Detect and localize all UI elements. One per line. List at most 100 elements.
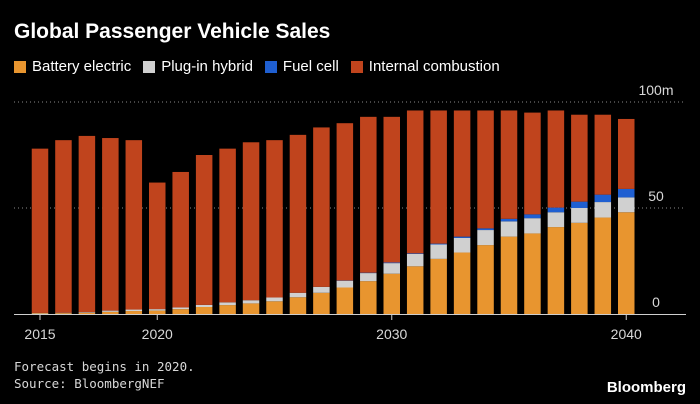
legend: Battery electric Plug-in hybrid Fuel cel… — [14, 58, 512, 75]
bar-2020-plug-in-hybrid — [149, 309, 166, 311]
bar-2030-fuel-cell — [383, 262, 400, 264]
bar-2035-battery-electric — [500, 236, 518, 314]
bar-2021-internal-combustion — [172, 171, 189, 308]
bar-2030-battery-electric — [383, 273, 400, 314]
x-tick-label-2020: 2020 — [142, 326, 173, 342]
bar-2027-battery-electric — [313, 292, 330, 314]
legend-label-plug-in-hybrid: Plug-in hybrid — [161, 58, 253, 75]
bar-2029-internal-combustion — [360, 116, 377, 273]
bar-2015-battery-electric — [31, 313, 49, 314]
source-note: Source: BloombergNEF — [14, 376, 165, 391]
bar-2027-plug-in-hybrid — [313, 286, 330, 293]
legend-swatch-plug-in-hybrid — [143, 60, 156, 73]
legend-swatch-internal-combustion — [350, 60, 363, 73]
bar-2040-fuel-cell — [618, 188, 635, 198]
bar-2031-battery-electric — [406, 266, 424, 314]
bar-2038-internal-combustion — [571, 114, 588, 202]
forecast-note: Forecast begins in 2020. — [14, 359, 195, 374]
bar-2037-fuel-cell — [547, 207, 565, 213]
bar-2017-internal-combustion — [78, 135, 96, 313]
bar-2022-plug-in-hybrid — [195, 304, 213, 308]
bar-2039-plug-in-hybrid — [594, 202, 612, 218]
bar-2024-plug-in-hybrid — [242, 300, 260, 304]
bar-2036-battery-electric — [524, 233, 541, 314]
chart-title: Global Passenger Vehicle Sales — [14, 20, 331, 43]
bar-2019-plug-in-hybrid — [125, 309, 143, 312]
bar-2015-internal-combustion — [31, 148, 49, 313]
bar-2039-fuel-cell — [594, 194, 612, 203]
bar-2036-internal-combustion — [524, 112, 541, 215]
bar-2032-fuel-cell — [430, 243, 447, 245]
bar-2037-internal-combustion — [547, 110, 565, 208]
legend-item-internal-combustion: Internal combustion — [350, 58, 500, 75]
bar-2021-plug-in-hybrid — [172, 307, 189, 310]
bloomberg-logo: Bloomberg — [606, 379, 686, 396]
bar-2034-internal-combustion — [477, 110, 494, 229]
bar-2035-fuel-cell — [500, 218, 518, 222]
bar-2035-plug-in-hybrid — [500, 221, 518, 237]
bar-2034-battery-electric — [477, 245, 494, 314]
legend-label-battery-electric: Battery electric — [32, 58, 132, 75]
bar-2040-internal-combustion — [618, 118, 635, 189]
bar-2037-battery-electric — [547, 227, 565, 314]
bar-2033-plug-in-hybrid — [453, 237, 471, 253]
bar-2027-internal-combustion — [313, 127, 330, 287]
bar-2018-battery-electric — [102, 311, 119, 314]
bar-2020-internal-combustion — [149, 182, 166, 310]
legend-item-plug-in-hybrid: Plug-in hybrid — [143, 58, 253, 75]
bar-2029-plug-in-hybrid — [360, 273, 377, 282]
bar-2018-plug-in-hybrid — [102, 310, 119, 312]
bar-2023-battery-electric — [219, 305, 236, 314]
bar-2024-battery-electric — [242, 303, 260, 314]
bar-2030-plug-in-hybrid — [383, 263, 400, 274]
bar-2037-plug-in-hybrid — [547, 212, 565, 228]
bar-2031-internal-combustion — [406, 110, 424, 254]
bar-2038-plug-in-hybrid — [571, 208, 588, 223]
bar-2035-internal-combustion — [500, 110, 518, 219]
bar-2026-plug-in-hybrid — [289, 292, 307, 298]
bar-2039-battery-electric — [594, 217, 612, 314]
bar-2025-battery-electric — [266, 301, 283, 314]
bar-2018-internal-combustion — [102, 138, 119, 311]
bar-2033-battery-electric — [453, 252, 471, 314]
bar-2039-internal-combustion — [594, 114, 612, 195]
legend-item-fuel-cell: Fuel cell — [264, 58, 339, 75]
legend-swatch-fuel-cell — [264, 60, 277, 73]
y-tick-label-0: 0 — [652, 294, 660, 310]
bar-2034-fuel-cell — [477, 228, 494, 231]
bar-2032-internal-combustion — [430, 110, 447, 244]
bar-2033-internal-combustion — [453, 110, 471, 237]
y-tick-label-100: 100m — [638, 82, 673, 98]
bar-2036-plug-in-hybrid — [524, 218, 541, 234]
y-tick-label-50: 50 — [648, 188, 664, 204]
legend-label-internal-combustion: Internal combustion — [368, 58, 500, 75]
bar-2023-plug-in-hybrid — [219, 302, 236, 306]
bar-2038-battery-electric — [571, 222, 588, 314]
bar-2019-battery-electric — [125, 311, 143, 314]
legend-item-battery-electric: Battery electric — [14, 58, 131, 75]
bar-2032-battery-electric — [430, 258, 447, 314]
bar-2020-battery-electric — [149, 310, 166, 314]
bar-2025-internal-combustion — [266, 140, 283, 298]
bar-2040-battery-electric — [618, 212, 635, 314]
bar-2019-internal-combustion — [125, 140, 143, 310]
bar-2024-internal-combustion — [242, 142, 260, 301]
legend-swatch-battery-electric — [14, 60, 26, 73]
bar-2028-plug-in-hybrid — [336, 280, 354, 288]
bar-2040-plug-in-hybrid — [618, 197, 635, 213]
bar-2031-fuel-cell — [406, 253, 424, 255]
bar-2029-battery-electric — [360, 281, 377, 314]
x-tick-label-2040: 2040 — [611, 326, 642, 342]
bar-2038-fuel-cell — [571, 201, 588, 208]
bar-2023-internal-combustion — [219, 148, 236, 303]
bar-2022-battery-electric — [195, 307, 213, 314]
bar-2026-internal-combustion — [289, 134, 307, 293]
bar-2030-internal-combustion — [383, 116, 400, 263]
x-tick-label-2030: 2030 — [376, 326, 407, 342]
bar-2028-internal-combustion — [336, 123, 354, 281]
footnote: Forecast begins in 2020. Source: Bloombe… — [14, 358, 195, 392]
bar-2025-plug-in-hybrid — [266, 297, 283, 302]
legend-label-fuel-cell: Fuel cell — [282, 58, 339, 75]
bar-2016-internal-combustion — [55, 140, 72, 313]
